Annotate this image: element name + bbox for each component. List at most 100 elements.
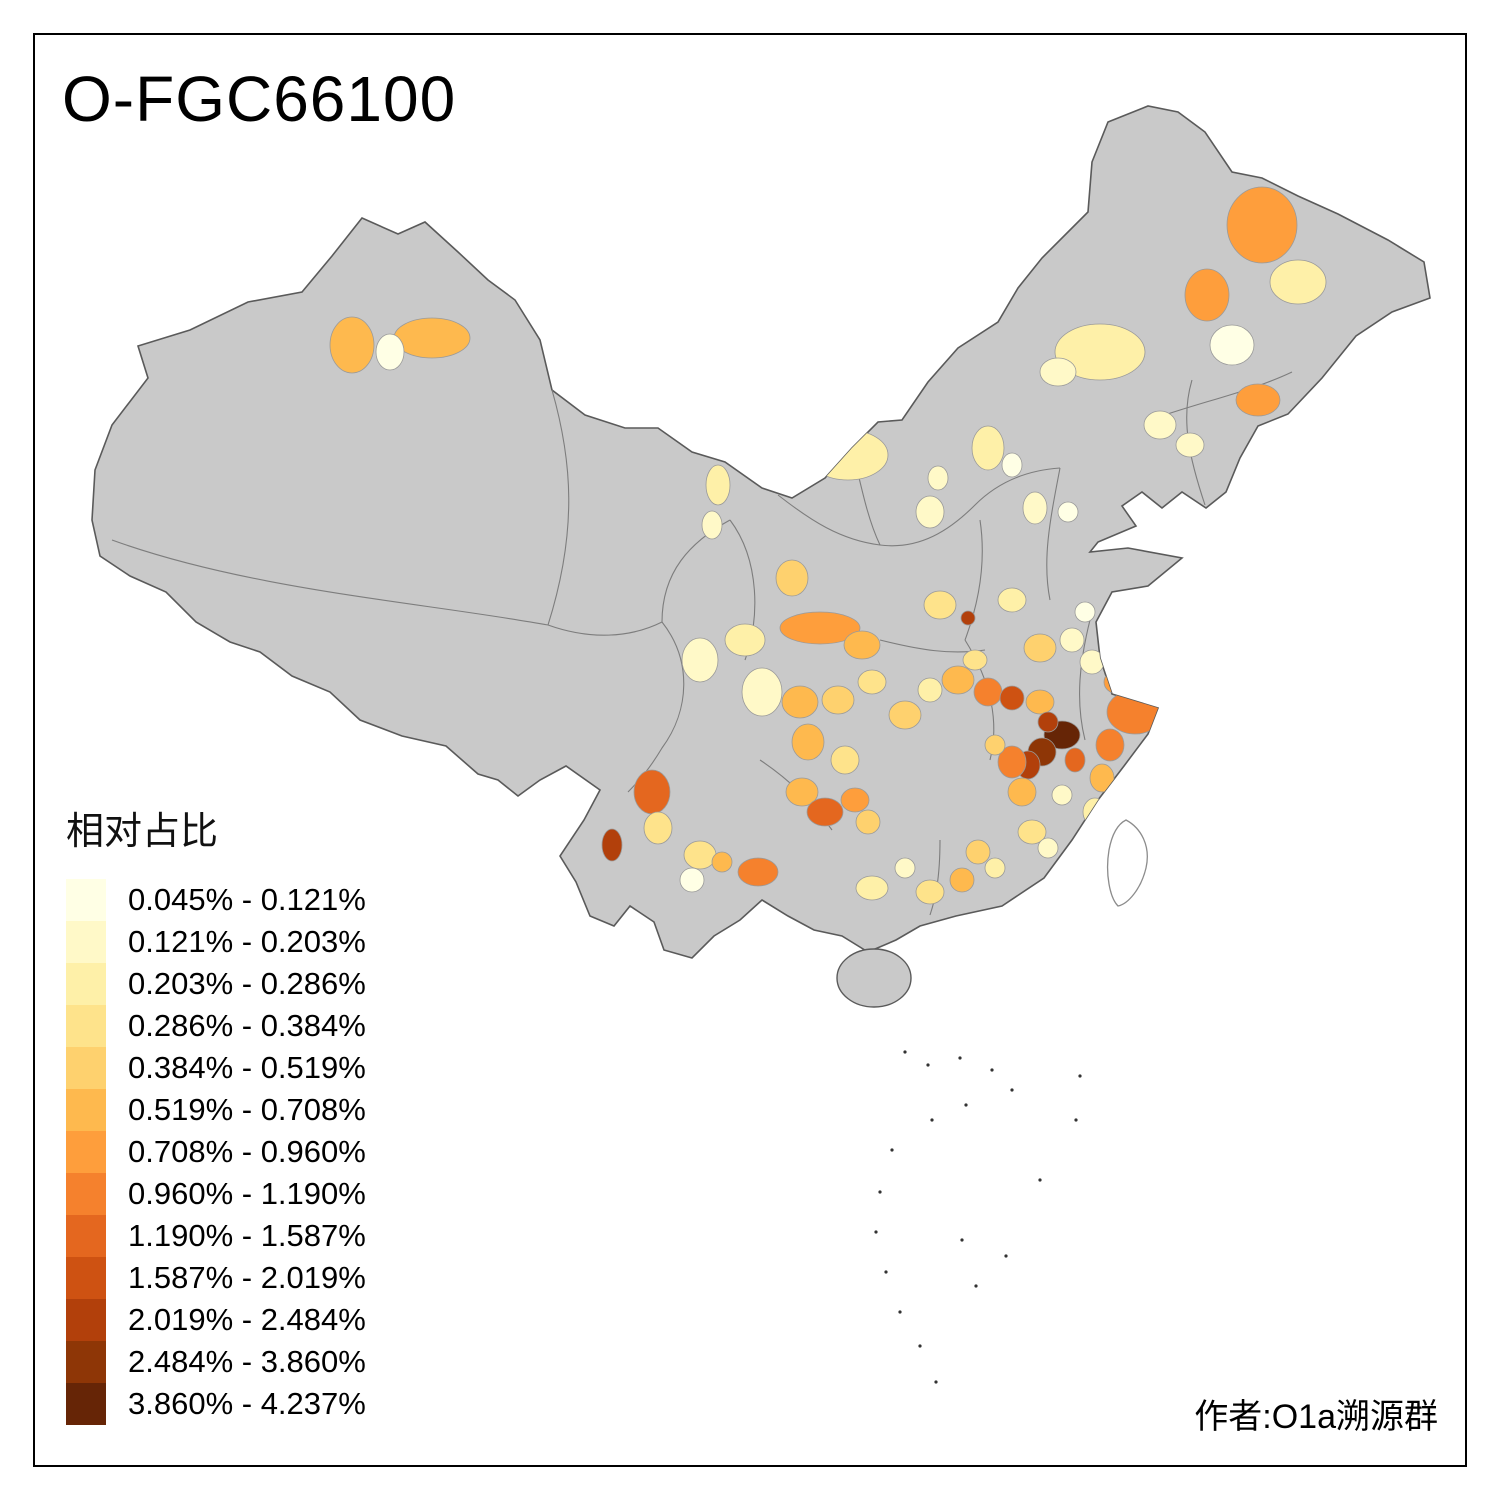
map-region (999, 685, 1025, 711)
map-region (857, 669, 887, 695)
map-region (1269, 259, 1327, 305)
map-region (705, 464, 731, 506)
map-region (1001, 452, 1023, 478)
map-region (681, 637, 719, 683)
legend-row: 0.960% - 1.190% (66, 1173, 366, 1215)
map-region (1007, 777, 1037, 807)
map-region (1025, 689, 1055, 715)
map-region (1089, 763, 1115, 793)
map-region (785, 777, 819, 807)
legend-label: 0.286% - 0.384% (128, 1008, 366, 1043)
legend-row: 0.121% - 0.203% (66, 921, 366, 963)
legend-swatch (66, 1089, 106, 1131)
map-region (1017, 819, 1047, 845)
legend-swatch (66, 879, 106, 921)
map-region (679, 867, 705, 893)
south-china-sea-islets (874, 1050, 1082, 1384)
map-region (601, 828, 623, 862)
map-region (724, 623, 766, 657)
legend-label: 3.860% - 4.237% (128, 1386, 366, 1421)
legend-row: 0.384% - 0.519% (66, 1047, 366, 1089)
map-region (973, 677, 1003, 707)
legend: 相对占比 0.045% - 0.121% 0.121% - 0.203% 0.203… (66, 800, 366, 1425)
legend-row: 0.203% - 0.286% (66, 963, 366, 1005)
map-region (393, 317, 471, 359)
legend-swatch (66, 1047, 106, 1089)
legend-label: 0.121% - 0.203% (128, 924, 366, 959)
legend-swatch (66, 963, 106, 1005)
legend-row: 0.045% - 0.121% (66, 879, 366, 921)
map-region (1209, 324, 1255, 366)
map-region (1175, 432, 1205, 458)
map-region (701, 510, 723, 540)
legend-row: 0.286% - 0.384% (66, 1005, 366, 1047)
legend-row: 0.519% - 0.708% (66, 1089, 366, 1131)
map-region (791, 723, 825, 761)
islands (836, 819, 1148, 1384)
map-region (1057, 501, 1079, 523)
map-region (1226, 186, 1298, 264)
legend-row: 2.484% - 3.860% (66, 1341, 366, 1383)
map-region (962, 649, 988, 671)
legend-label: 2.019% - 2.484% (128, 1302, 366, 1337)
map-region (923, 590, 957, 620)
legend-label: 0.708% - 0.960% (128, 1134, 366, 1169)
legend-label: 0.203% - 0.286% (128, 966, 366, 1001)
map-region (984, 734, 1006, 756)
colored-regions (329, 186, 1327, 905)
map-region (843, 630, 881, 660)
taiwan-island (1106, 819, 1148, 907)
map-region (915, 495, 945, 529)
legend-swatch (66, 1005, 106, 1047)
legend-label: 0.384% - 0.519% (128, 1050, 366, 1085)
map-region (1054, 323, 1146, 381)
map-region (997, 587, 1027, 613)
legend-label: 2.484% - 3.860% (128, 1344, 366, 1379)
legend-rows: 0.045% - 0.121% 0.121% - 0.203% 0.203% - 0… (66, 879, 366, 1425)
map-region (1051, 784, 1073, 806)
map-region (1235, 383, 1281, 417)
legend-swatch (66, 1383, 106, 1425)
legend-label: 0.960% - 1.190% (128, 1176, 366, 1211)
legend-swatch (66, 1131, 106, 1173)
map-region (1095, 728, 1125, 762)
map-region (1079, 649, 1105, 675)
map-region (1143, 410, 1177, 440)
map-region (960, 610, 976, 626)
map-region (781, 685, 819, 719)
legend-swatch (66, 921, 106, 963)
map-region (1074, 601, 1096, 623)
map-region (840, 787, 870, 813)
map-title: O-FGC66100 (62, 63, 457, 135)
legend-label: 0.045% - 0.121% (128, 882, 366, 917)
author-credit: 作者:O1a溯源群 (1194, 1398, 1438, 1436)
map-region (329, 316, 375, 374)
map-region (683, 840, 717, 870)
map-region (807, 429, 889, 481)
map-region (949, 867, 975, 893)
legend-title: 相对占比 (66, 811, 219, 853)
map-region (1082, 797, 1108, 827)
map-region (821, 685, 855, 715)
map-region (1106, 689, 1164, 735)
map-region (775, 559, 809, 597)
map-region (711, 851, 733, 873)
map-region (1184, 268, 1230, 322)
map-region (643, 811, 673, 845)
map-region (984, 857, 1006, 879)
map-region (779, 611, 861, 645)
map-region (1023, 633, 1057, 663)
legend-row: 0.708% - 0.960% (66, 1131, 366, 1173)
map-region (1039, 357, 1077, 387)
map-region (1064, 747, 1086, 773)
legend-row: 1.190% - 1.587% (66, 1215, 366, 1257)
legend-row: 2.019% - 2.484% (66, 1299, 366, 1341)
legend-swatch (66, 1173, 106, 1215)
map-region (888, 700, 922, 730)
map-region (915, 879, 945, 905)
map-region (741, 667, 783, 717)
map-region (855, 809, 881, 835)
legend-label: 1.587% - 2.019% (128, 1260, 366, 1295)
